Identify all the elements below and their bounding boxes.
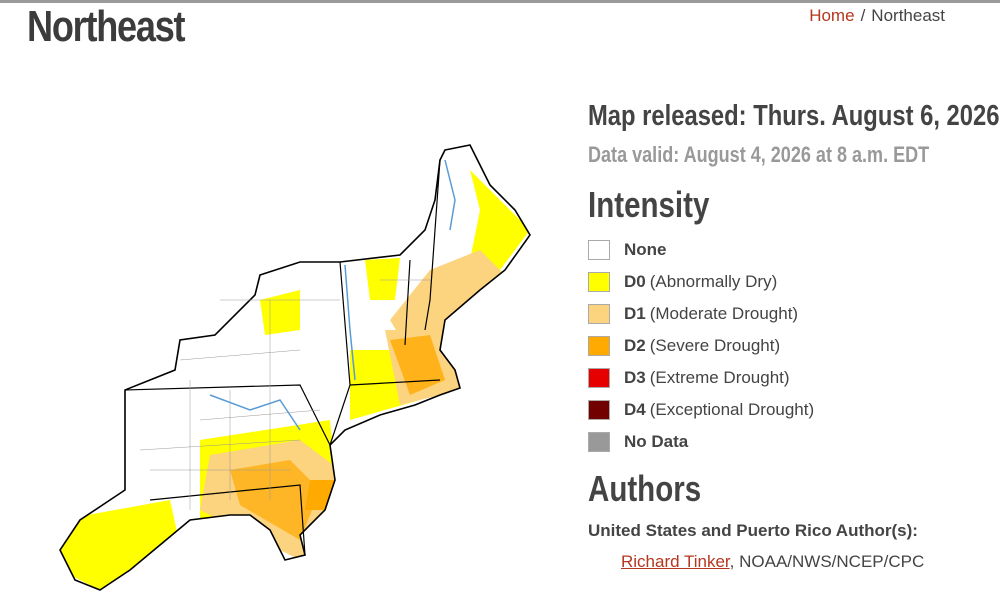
legend-swatch [588,336,610,356]
legend-item: D2 (Severe Drought) [588,330,814,362]
breadcrumb-current: Northeast [871,6,945,25]
top-bar [0,0,1000,3]
author-affiliation: , NOAA/NWS/NCEP/CPC [729,552,925,571]
legend-label: (Exceptional Drought) [649,400,815,419]
legend-swatch [588,432,610,452]
author-link[interactable]: Richard Tinker [621,552,730,571]
authors-heading-text: Authors [588,468,702,509]
breadcrumb: Home / Northeast [809,6,945,26]
legend-code: D4 [624,400,646,419]
authors-heading: Authors [588,468,726,510]
legend-item: None [588,234,814,266]
legend-code: None [624,240,667,259]
legend-swatch [588,304,610,324]
legend-item: D0 (Abnormally Dry) [588,266,814,298]
legend-swatch [588,400,610,420]
legend-label: (Severe Drought) [649,336,781,355]
legend-swatch [588,240,610,260]
legend-code: D1 [624,304,646,323]
drought-map [59,144,531,591]
legend-heading-text: Intensity [588,184,710,225]
legend-heading: Intensity [588,184,736,226]
legend-code: D0 [624,272,646,291]
legend-label: (Abnormally Dry) [649,272,778,291]
state-borders [124,159,441,556]
legend-item: No Data [588,426,814,458]
legend-swatch [588,368,610,388]
legend-code: D3 [624,368,646,387]
rivers [209,159,456,431]
legend-code: D2 [624,336,646,355]
legend-item: D3 (Extreme Drought) [588,362,814,394]
legend-code: No Data [624,432,689,451]
map-fill [60,145,530,590]
authors-subtitle: United States and Puerto Rico Author(s): [588,521,918,540]
breadcrumb-home[interactable]: Home [809,6,855,25]
breadcrumb-separator: / [860,6,866,25]
legend-swatch [588,272,610,292]
county-borders [139,279,430,510]
data-valid-text: Data valid: August 4, 2026 at 8 a.m. EDT [588,142,930,167]
data-valid: Data valid: August 4, 2026 at 8 a.m. EDT [588,142,1000,168]
legend-item: D4 (Exceptional Drought) [588,394,814,426]
page-title: Northeast [27,2,186,51]
legend-item: D1 (Moderate Drought) [588,298,814,330]
author-line: Richard Tinker, NOAA/NWS/NCEP/CPC [621,552,924,572]
legend-label: (Extreme Drought) [649,368,790,387]
map-released-text: Map released: Thurs. August 6, 2026 [588,100,1000,132]
map-released: Map released: Thurs. August 6, 2026 [588,100,1000,133]
legend: None D0 (Abnormally Dry) D1 (Moderate Drough… [588,234,814,458]
legend-label: (Moderate Drought) [649,304,799,323]
